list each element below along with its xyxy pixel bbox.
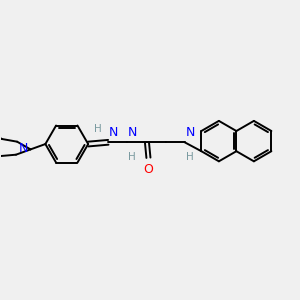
Text: N: N: [109, 126, 118, 139]
Text: N: N: [128, 126, 137, 139]
Text: H: H: [94, 124, 102, 134]
Text: O: O: [143, 163, 153, 176]
Text: N: N: [186, 126, 195, 139]
Text: H: H: [186, 152, 194, 162]
Text: N: N: [19, 142, 28, 155]
Text: H: H: [128, 152, 136, 162]
